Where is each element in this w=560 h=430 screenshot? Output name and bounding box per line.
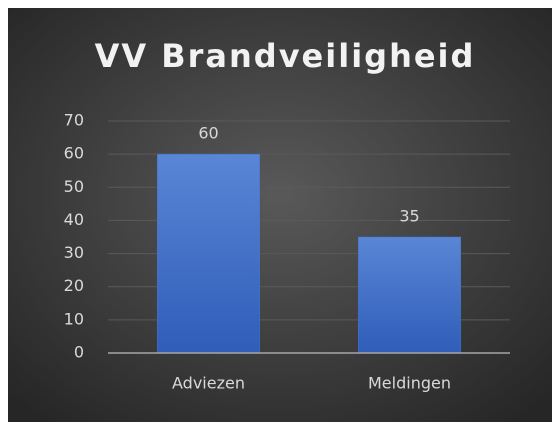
bar: [156, 153, 261, 354]
x-tick-label: Adviezen: [172, 374, 245, 393]
y-tick-label: 10: [64, 309, 84, 328]
y-tick-label: 20: [64, 276, 84, 295]
y-tick-label: 50: [64, 177, 84, 196]
y-tick-label: 40: [64, 210, 84, 229]
y-tick-label: 70: [64, 111, 84, 130]
x-tick-label: Meldingen: [368, 374, 451, 393]
chart-title: VV Brandveiligheid: [95, 37, 476, 75]
y-tick-label: 60: [64, 144, 84, 163]
bar: [357, 236, 462, 354]
y-tick-label: 30: [64, 243, 84, 262]
data-label: 60: [198, 124, 218, 143]
data-label: 35: [399, 207, 419, 226]
y-tick-label: 0: [74, 343, 84, 362]
